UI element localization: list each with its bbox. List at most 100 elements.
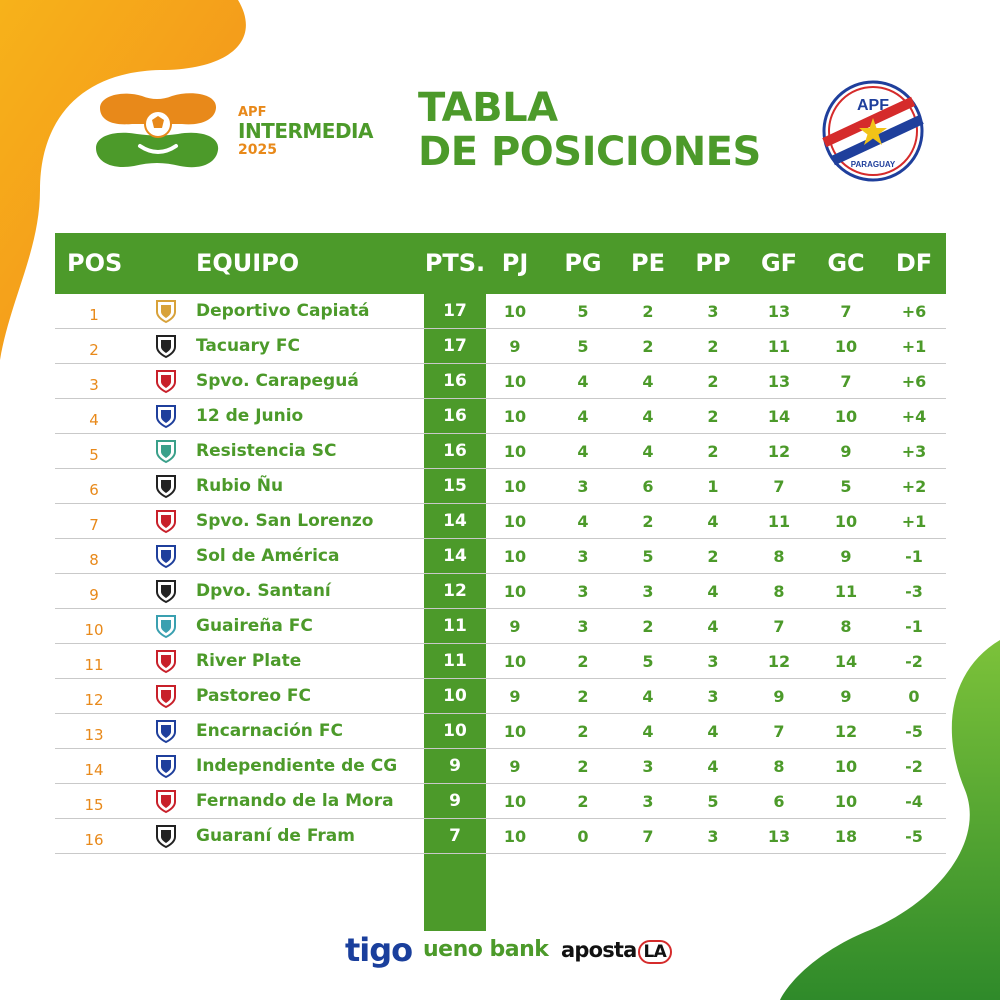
row-df: -4 bbox=[905, 792, 923, 811]
row-pp: 3 bbox=[707, 302, 719, 321]
row-pe: 2 bbox=[642, 302, 654, 321]
header-team: EQUIPO bbox=[196, 249, 300, 277]
row-team-name: Rubio Ñu bbox=[196, 476, 284, 496]
badge-bottom-text: PARAGUAY bbox=[851, 160, 896, 169]
table-row: 16 Guaraní de Fram 7 10 0 7 3 13 18 -5 bbox=[55, 819, 946, 854]
row-pp: 2 bbox=[707, 547, 719, 566]
row-position: 5 bbox=[89, 446, 99, 464]
row-pj: 10 bbox=[503, 827, 527, 846]
capiata-crest-icon bbox=[156, 300, 176, 324]
row-team-name: Spvo. San Lorenzo bbox=[196, 511, 374, 531]
row-df: 0 bbox=[908, 687, 920, 706]
row-pj: 10 bbox=[503, 792, 527, 811]
pastoreo-crest-icon bbox=[156, 685, 176, 709]
points-column-band bbox=[424, 294, 486, 931]
row-gc: 12 bbox=[834, 722, 858, 741]
row-gc: 5 bbox=[840, 477, 852, 496]
row-gc: 18 bbox=[834, 827, 858, 846]
row-pj: 10 bbox=[503, 477, 527, 496]
row-gf: 11 bbox=[767, 512, 791, 531]
table-row: 1 Deportivo Capiatá 17 10 5 2 3 13 7 +6 bbox=[55, 294, 946, 329]
row-points: 15 bbox=[443, 476, 467, 496]
table-row: 11 River Plate 11 10 2 5 3 12 14 -2 bbox=[55, 644, 946, 679]
row-team-name: Guaraní de Fram bbox=[196, 826, 355, 846]
row-pj: 9 bbox=[509, 337, 521, 356]
row-position: 14 bbox=[84, 761, 104, 779]
row-pp: 3 bbox=[707, 652, 719, 671]
row-pp: 2 bbox=[707, 407, 719, 426]
row-position: 4 bbox=[89, 411, 99, 429]
page-title: TABLA DE POSICIONES bbox=[418, 86, 761, 174]
title-line-2: DE POSICIONES bbox=[418, 129, 761, 175]
row-points: 14 bbox=[443, 511, 467, 531]
row-position: 6 bbox=[89, 481, 99, 499]
row-pj: 10 bbox=[503, 302, 527, 321]
row-position: 12 bbox=[84, 691, 104, 709]
row-gf: 9 bbox=[773, 687, 785, 706]
row-pe: 6 bbox=[642, 477, 654, 496]
row-points: 12 bbox=[443, 581, 467, 601]
row-pp: 1 bbox=[707, 477, 719, 496]
brand-apf: APF bbox=[238, 105, 267, 120]
row-gc: 9 bbox=[840, 547, 852, 566]
intermedia-wordmark: APF INTERMEDIA 2025 bbox=[238, 106, 373, 157]
row-gf: 12 bbox=[767, 442, 791, 461]
table-row: 5 Resistencia SC 16 10 4 4 2 12 9 +3 bbox=[55, 434, 946, 469]
row-df: +6 bbox=[901, 302, 927, 321]
row-gf: 8 bbox=[773, 757, 785, 776]
row-df: +1 bbox=[901, 512, 927, 531]
row-pj: 9 bbox=[509, 757, 521, 776]
table-row: 3 Spvo. Carapeguá 16 10 4 4 2 13 7 +6 bbox=[55, 364, 946, 399]
row-pg: 2 bbox=[577, 722, 589, 741]
row-pp: 3 bbox=[707, 687, 719, 706]
row-position: 11 bbox=[84, 656, 104, 674]
row-pj: 10 bbox=[503, 547, 527, 566]
row-pg: 2 bbox=[577, 757, 589, 776]
guarani-fram-crest-icon bbox=[156, 825, 176, 849]
header-gf: GF bbox=[760, 249, 798, 277]
row-pp: 2 bbox=[707, 337, 719, 356]
row-team-name: Deportivo Capiatá bbox=[196, 301, 370, 321]
row-pp: 4 bbox=[707, 582, 719, 601]
row-pe: 5 bbox=[642, 547, 654, 566]
la-badge: LA bbox=[637, 940, 672, 964]
row-position: 1 bbox=[89, 306, 99, 324]
row-team-name: Encarnación FC bbox=[196, 721, 343, 741]
row-gf: 13 bbox=[767, 302, 791, 321]
row-pp: 4 bbox=[707, 512, 719, 531]
aposta-la-logo: aposta LA bbox=[561, 930, 672, 970]
brand-name: INTERMEDIA bbox=[238, 119, 373, 143]
row-points: 16 bbox=[443, 406, 467, 426]
row-gf: 7 bbox=[773, 477, 785, 496]
row-df: -2 bbox=[905, 757, 923, 776]
row-gf: 7 bbox=[773, 617, 785, 636]
row-team-name: Fernando de la Mora bbox=[196, 791, 394, 811]
table-row: 4 12 de Junio 16 10 4 4 2 14 10 +4 bbox=[55, 399, 946, 434]
row-pe: 3 bbox=[642, 792, 654, 811]
row-team-name: Pastoreo FC bbox=[196, 686, 311, 706]
row-pj: 10 bbox=[503, 722, 527, 741]
row-df: -1 bbox=[905, 547, 923, 566]
row-df: -2 bbox=[905, 652, 923, 671]
row-pj: 10 bbox=[503, 442, 527, 461]
row-gc: 9 bbox=[840, 687, 852, 706]
row-pe: 2 bbox=[642, 337, 654, 356]
row-team-name: Dpvo. Santaní bbox=[196, 581, 331, 601]
row-gf: 8 bbox=[773, 582, 785, 601]
header-pp: PP bbox=[695, 249, 731, 277]
row-team-name: Spvo. Carapeguá bbox=[196, 371, 359, 391]
row-pg: 3 bbox=[577, 477, 589, 496]
row-pe: 4 bbox=[642, 722, 654, 741]
row-position: 3 bbox=[89, 376, 99, 394]
row-team-name: Guaireña FC bbox=[196, 616, 313, 636]
row-pp: 3 bbox=[707, 827, 719, 846]
row-pe: 2 bbox=[642, 512, 654, 531]
row-pj: 10 bbox=[503, 652, 527, 671]
row-gf: 11 bbox=[767, 337, 791, 356]
row-pp: 2 bbox=[707, 372, 719, 391]
fernando-de-la-mora-crest-icon bbox=[156, 790, 176, 814]
header-pts: PTS. bbox=[424, 249, 486, 277]
row-pp: 2 bbox=[707, 442, 719, 461]
sol-de-america-crest-icon bbox=[156, 545, 176, 569]
header-df: DF bbox=[895, 249, 933, 277]
